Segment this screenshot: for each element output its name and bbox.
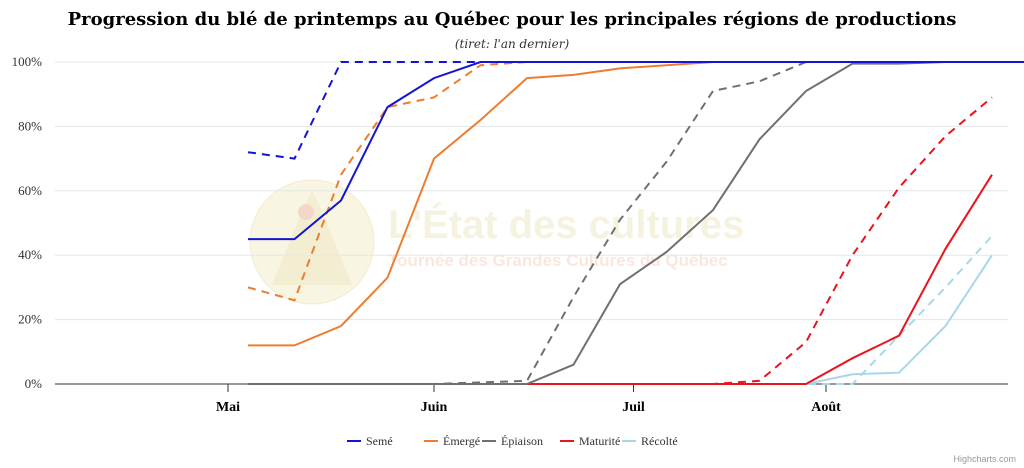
y-tick-label: 20% [18,312,42,327]
x-tick-label: Juin [421,400,448,415]
series-line-epiaison[interactable] [248,61,1024,385]
legend-item-recolte[interactable]: Récolté [622,434,678,448]
series-line-seme[interactable] [248,61,1024,241]
x-tick-label: Mai [216,400,240,415]
chart-title: Progression du blé de printemps au Québe… [68,9,957,30]
legend-label: Récolté [641,434,678,448]
watermark-grain-icon [298,204,314,220]
legend-label: Épiaison [501,434,543,448]
y-tick-label: 100% [12,54,43,69]
gridlines [55,61,1008,321]
watermark-line1: L'État des cultures [388,202,744,247]
series-line-seme-last-year[interactable] [247,61,1024,160]
x-tick-label: Juil [622,400,645,415]
x-axis: Mai Juin Juil Août [55,383,1008,415]
legend-label: Maturité [579,434,620,448]
legend-item-epiaison[interactable]: Épiaison [482,434,543,448]
legend-item-maturite[interactable]: Maturité [560,434,620,448]
chart-subtitle: (tiret: l'an dernier) [455,37,570,51]
legend-label: Semé [366,434,393,448]
legend-item-seme[interactable]: Semé [347,434,393,448]
series-lines [247,61,1024,385]
credit-text[interactable]: Highcharts.com [953,454,1016,464]
legend-item-emerge[interactable]: Émergé [424,434,480,448]
watermark: L'État des cultures Tournée des Grandes … [249,179,744,305]
y-tick-label: 80% [18,118,42,133]
watermark-wheat-icon [272,190,352,285]
y-tick-label: 60% [18,183,42,198]
legend: Semé Émergé Épiaison Maturité Récolté [347,434,678,448]
y-tick-label: 40% [18,247,42,262]
legend-label: Émergé [443,434,480,448]
x-tick-label: Août [811,400,841,415]
y-tick-label: 0% [25,376,43,391]
y-axis: 0% 20% 40% 60% 80% 100% [12,54,43,391]
watermark-line2: Tournée des Grandes Cultures du Québec [388,251,728,270]
